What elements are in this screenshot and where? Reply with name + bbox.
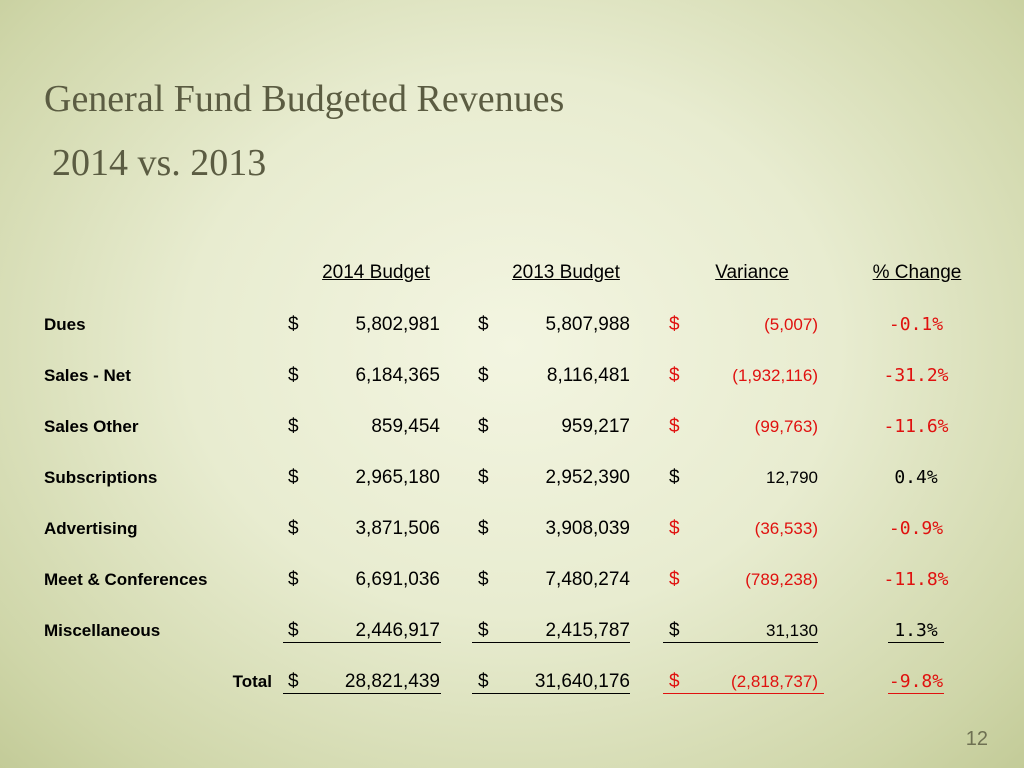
budget-2014-value: 6,184,365 — [355, 365, 440, 386]
budget-2013-value: 2,415,787 — [545, 620, 630, 641]
variance-value: (2,818,737) — [731, 672, 818, 691]
underline — [283, 693, 441, 694]
dollar-sign: $ — [478, 620, 489, 641]
underline — [888, 693, 944, 694]
total-row: Total $28,821,439 $31,640,176 $ (2,818,737) -… — [0, 669, 1024, 695]
variance-value: 31,130 — [766, 621, 818, 640]
pct-change-value: 1.3% — [894, 620, 938, 641]
row-label: Meet & Conferences — [44, 570, 208, 589]
dollar-sign: $ — [288, 518, 299, 539]
budget-2014-value: 859,454 — [371, 416, 440, 437]
slide-number: 12 — [965, 728, 988, 750]
table-row: Advertising $3,871,506 $3,908,039 $ (36,533)… — [0, 516, 1024, 542]
row-label: Dues — [44, 315, 86, 334]
underline — [663, 642, 818, 643]
pct-change-value: -11.6% — [883, 416, 949, 437]
underline — [472, 693, 630, 694]
dollar-sign: $ — [288, 416, 299, 437]
variance-value: (1,932,116) — [732, 366, 818, 385]
budget-2014-value: 3,871,506 — [355, 518, 440, 539]
budget-2013-value: 2,952,390 — [545, 467, 630, 488]
variance-value: (99,763) — [754, 417, 818, 436]
row-label: Subscriptions — [44, 468, 158, 487]
budget-2014-value: 2,965,180 — [355, 467, 440, 488]
table-row: Dues $5,802,981 $5,807,988 $ (5,007) -0.1% — [0, 312, 1024, 338]
row-label: Miscellaneous — [44, 621, 161, 640]
dollar-sign: $ — [669, 314, 680, 335]
table-row: Meet & Conferences $6,691,036 $7,480,274 $ (… — [0, 567, 1024, 593]
dollar-sign: $ — [288, 671, 299, 692]
budget-2013-value: 7,480,274 — [545, 569, 630, 590]
budget-2013-value: 3,908,039 — [545, 518, 630, 539]
slide-title: General Fund Budgeted Revenues — [44, 78, 565, 120]
budget-2014-value: 28,821,439 — [344, 671, 440, 692]
underline — [663, 693, 824, 694]
pct-change-value: 0.4% — [894, 467, 938, 488]
dollar-sign: $ — [478, 671, 489, 692]
row-label: Sales - Net — [44, 366, 131, 385]
budget-2014-value: 5,802,981 — [355, 314, 440, 335]
variance-value: (5,007) — [764, 315, 818, 334]
dollar-sign: $ — [288, 365, 299, 386]
dollar-sign: $ — [669, 416, 680, 437]
variance-value: (789,238) — [745, 570, 818, 589]
dollar-sign: $ — [478, 416, 489, 437]
pct-change-value: -0.9% — [888, 518, 944, 539]
underline — [888, 642, 944, 643]
header-variance: Variance — [715, 262, 789, 283]
slide-subtitle: 2014 vs. 2013 — [52, 142, 267, 184]
budget-2013-value: 5,807,988 — [545, 314, 630, 335]
budget-2014-value: 2,446,917 — [355, 620, 440, 641]
dollar-sign: $ — [478, 569, 489, 590]
dollar-sign: $ — [288, 467, 299, 488]
pct-change-value: -31.2% — [883, 365, 949, 386]
dollar-sign: $ — [669, 620, 680, 641]
header-2014-budget: 2014 Budget — [322, 262, 430, 283]
budget-2013-value: 8,116,481 — [546, 365, 630, 386]
header-2013-budget: 2013 Budget — [512, 262, 620, 283]
row-label: Sales Other — [44, 417, 139, 436]
dollar-sign: $ — [478, 467, 489, 488]
budget-2013-value: 959,217 — [561, 416, 630, 437]
dollar-sign: $ — [478, 365, 489, 386]
variance-value: 12,790 — [766, 468, 818, 487]
table-row: Subscriptions $2,965,180 $2,952,390 $12,790… — [0, 465, 1024, 491]
table-row: Sales - Net $6,184,365 $8,116,481 $ (1,932,1… — [0, 363, 1024, 389]
pct-change-value: -11.8% — [883, 569, 949, 590]
budget-2013-value: 31,640,176 — [534, 671, 630, 692]
dollar-sign: $ — [669, 365, 680, 386]
dollar-sign: $ — [669, 671, 680, 692]
dollar-sign: $ — [288, 569, 299, 590]
pct-change-value: -0.1% — [888, 314, 944, 335]
dollar-sign: $ — [669, 518, 680, 539]
dollar-sign: $ — [669, 467, 680, 488]
dollar-sign: $ — [669, 569, 680, 590]
row-label: Total — [232, 672, 272, 691]
dollar-sign: $ — [478, 314, 489, 335]
variance-value: (36,533) — [754, 519, 818, 538]
pct-change-value: -9.8% — [888, 671, 944, 692]
underline — [472, 642, 630, 643]
underline — [283, 642, 441, 643]
dollar-sign: $ — [288, 620, 299, 641]
header-pct-change: % Change — [872, 262, 962, 283]
table-row: Miscellaneous $2,446,917 $2,415,787 $31,130… — [0, 618, 1024, 644]
row-label: Advertising — [44, 519, 138, 538]
table-row: Sales Other $859,454 $959,217 $ (99,763) -11.… — [0, 414, 1024, 440]
dollar-sign: $ — [288, 314, 299, 335]
dollar-sign: $ — [478, 518, 489, 539]
budget-2014-value: 6,691,036 — [355, 569, 440, 590]
